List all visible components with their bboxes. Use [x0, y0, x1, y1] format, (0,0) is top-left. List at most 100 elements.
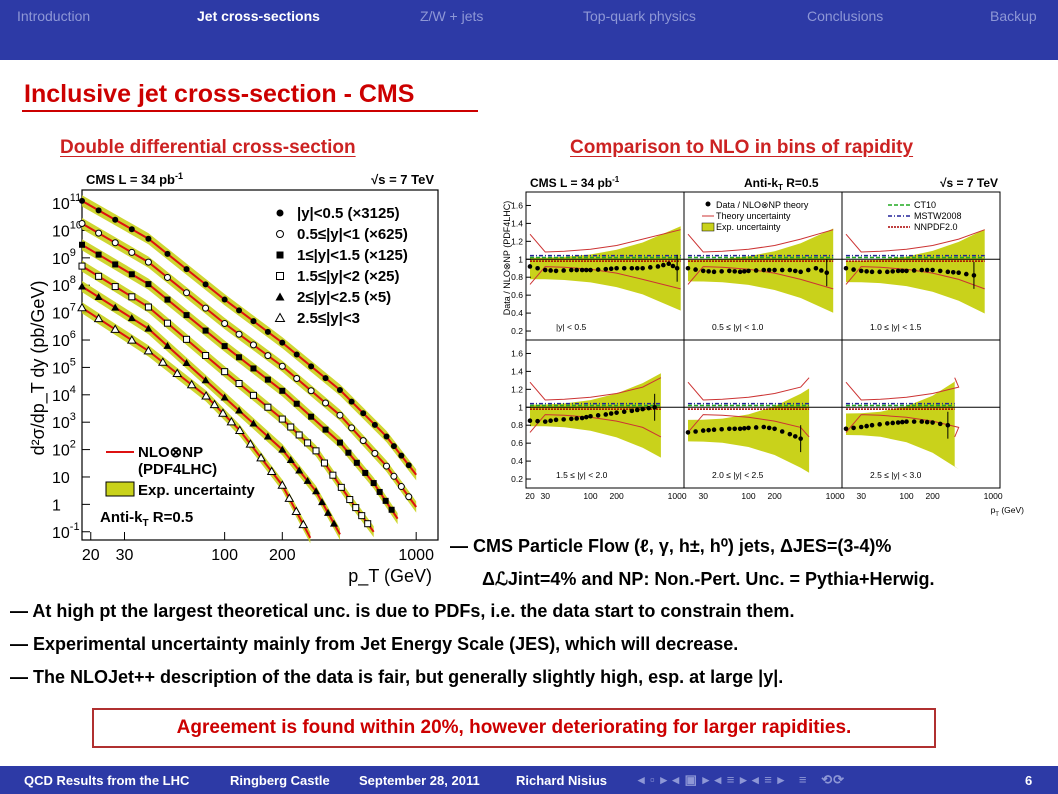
y-tick-label: 1 [52, 497, 61, 514]
x-tick-label: 30 [856, 491, 866, 501]
exp-uncertainty-band [82, 195, 417, 481]
x-tick-label: 1000 [398, 547, 434, 564]
y-axis-label: d²σ/dp_T dy (pb/GeV) [28, 281, 49, 456]
nav-conclusions[interactable]: Conclusions [807, 8, 884, 24]
panel-rapidity-label: 2.0 ≤ |y| < 2.5 [712, 470, 764, 480]
x-tick-label: 100 [583, 491, 597, 501]
nav-top-quark[interactable]: Top-quark physics [583, 8, 696, 24]
data-point [792, 268, 798, 274]
data-point [249, 419, 258, 427]
legend-entry: 2≤|y|<2.5 (×5) [297, 289, 391, 306]
data-point [264, 352, 272, 360]
series-4 [78, 280, 341, 540]
nav-backup[interactable]: Backup [990, 8, 1037, 24]
data-point [742, 426, 747, 431]
y-tick-label: 0.2 [511, 326, 523, 336]
data-point [78, 282, 86, 290]
data-point [614, 265, 619, 271]
nav-jet-cross-sections[interactable]: Jet cross-sections [197, 8, 320, 24]
data-point [737, 426, 743, 432]
data-point [221, 368, 229, 376]
x-tick-label: 200 [609, 491, 623, 501]
footer-talk: QCD Results from the LHC [24, 773, 190, 788]
y-tick-label: 0.2 [511, 474, 523, 484]
data-point [307, 387, 315, 395]
data-point [405, 493, 413, 501]
page-number: 6 [1025, 773, 1033, 788]
data-point [634, 407, 640, 413]
data-point [112, 216, 119, 223]
exp-uncertainty-band [688, 388, 810, 473]
x-tick-label: 30 [116, 547, 134, 564]
legend-exp: Exp. uncertainty [138, 482, 255, 499]
data-point [163, 341, 172, 349]
y-tick-label: 104 [52, 384, 76, 405]
legend-pdf-set: MSTW2008 [914, 211, 962, 221]
data-point [614, 410, 619, 415]
data-point [843, 426, 849, 432]
y-tick-label: 1.6 [511, 348, 523, 358]
footer-bar: QCD Results from the LHC Ringberg Castle… [0, 766, 1058, 794]
beamer-nav-icons[interactable]: ◂ ▫ ▸ ◂ ▣ ▸ ◂ ≡ ▸ ◂ ≡ ▸ ≡ ⟲⟳ [638, 772, 846, 787]
y-tick-label: 1.4 [511, 218, 523, 228]
data-point [286, 456, 295, 464]
data-point [79, 241, 85, 248]
conclusion-box: Agreement is found within 20%, however d… [92, 708, 936, 748]
data-point [732, 426, 738, 432]
data-point [864, 269, 869, 274]
legend-data: Data / NLO⊗NP theory [716, 200, 809, 210]
y-tick-exponent: 7 [70, 302, 76, 314]
data-point [719, 269, 724, 274]
data-point [112, 261, 119, 268]
data-point [278, 415, 286, 423]
data-point [732, 269, 738, 274]
data-point [163, 273, 171, 281]
panel-rapidity-label: 0.5 ≤ |y| < 1.0 [712, 322, 764, 332]
data-point [186, 379, 197, 389]
exp-uncertainty-band [530, 373, 661, 458]
data-point [884, 269, 890, 275]
data-point [548, 418, 553, 424]
data-point [183, 312, 190, 319]
data-point [250, 318, 257, 325]
y-tick-label: 1011 [52, 192, 81, 213]
data-point [911, 419, 917, 424]
data-point [919, 267, 925, 273]
data-point [945, 269, 951, 275]
data-point [766, 267, 772, 273]
data-point [235, 330, 243, 338]
data-point [95, 229, 103, 237]
data-point [111, 303, 120, 311]
ratio-algo-sub: T [778, 183, 783, 192]
cross-section-chart: CMS L = 34 pb-1 √s = 7 TeV101110101091081… [28, 171, 439, 587]
data-point [293, 400, 300, 407]
nav-zw-jets[interactable]: Z/W + jets [420, 8, 484, 24]
theory-uncertainty-up [529, 377, 662, 401]
data-point [904, 419, 909, 424]
data-point [742, 269, 747, 274]
data-point [279, 339, 286, 346]
y-tick-label: 1010 [52, 219, 82, 240]
ratio-x-sub: T [995, 512, 999, 518]
exp-uncertainty-band [82, 217, 417, 513]
data-point [256, 452, 266, 462]
data-point [182, 359, 191, 367]
footer-venue: Ringberg Castle [230, 773, 330, 788]
y-tick-label: 1 [518, 254, 523, 264]
data-point [864, 423, 869, 429]
data-point [895, 420, 901, 425]
data-point [276, 230, 284, 238]
data-point [588, 267, 593, 273]
y-tick-exponent: 9 [70, 247, 76, 259]
data-point [595, 413, 601, 418]
section-nav: Introduction Jet cross-sections Z/W + je… [0, 0, 1058, 60]
data-point [666, 261, 672, 267]
data-point [143, 345, 154, 355]
ratio-x-axis-label: pT (GeV) [991, 505, 1025, 518]
y-tick-label: 0.6 [511, 438, 523, 448]
data-point [603, 266, 609, 272]
data-point [919, 419, 925, 424]
nav-introduction[interactable]: Introduction [17, 8, 91, 24]
ratio-x-unit: (GeV) [999, 505, 1024, 515]
data-point [851, 425, 856, 431]
